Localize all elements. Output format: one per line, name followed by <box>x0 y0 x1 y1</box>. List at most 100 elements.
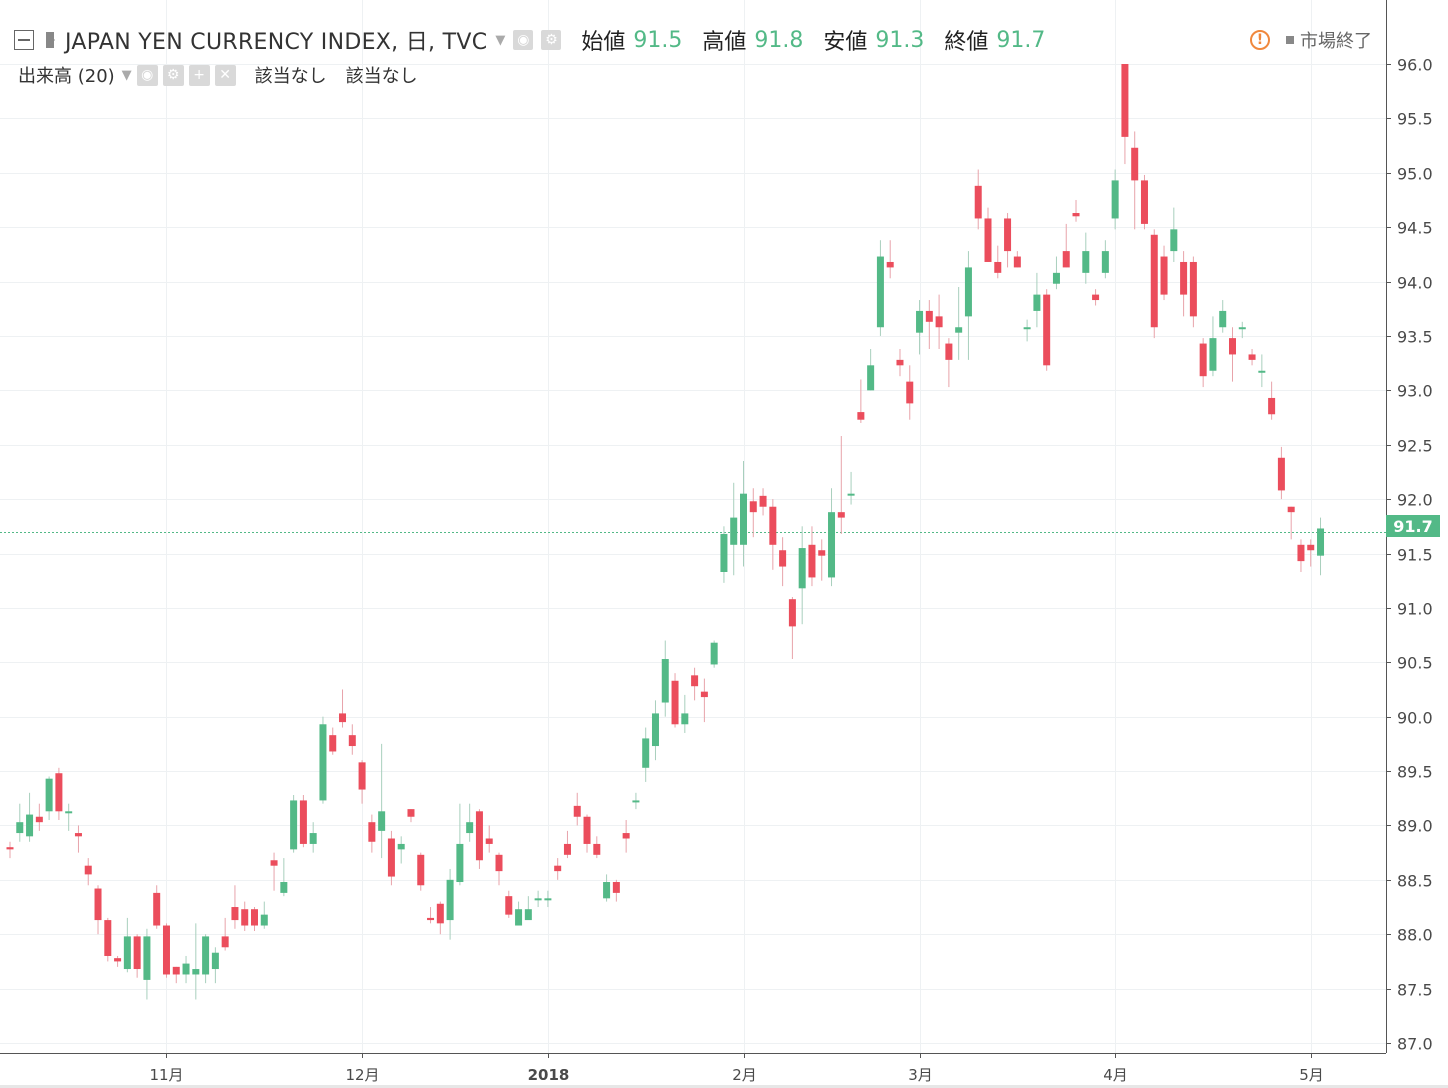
candle[interactable] <box>1238 321 1246 339</box>
candle[interactable] <box>16 803 24 842</box>
volume-label[interactable]: 出来高 (20) <box>18 66 115 87</box>
candle[interactable] <box>358 760 366 804</box>
candle[interactable] <box>994 245 1002 279</box>
candle[interactable] <box>456 803 464 886</box>
candle[interactable] <box>94 885 102 935</box>
warning-icon[interactable]: ! <box>1250 30 1270 50</box>
candle[interactable] <box>1189 256 1197 328</box>
candle[interactable] <box>1092 289 1100 306</box>
candle[interactable] <box>290 794 298 853</box>
candle[interactable] <box>964 251 972 360</box>
candle[interactable] <box>241 901 249 931</box>
candle[interactable] <box>417 852 425 891</box>
candle[interactable] <box>55 767 63 821</box>
candle[interactable] <box>1317 517 1325 576</box>
candle[interactable] <box>671 673 679 728</box>
candle[interactable] <box>1180 251 1188 317</box>
candle[interactable] <box>319 716 327 804</box>
candle[interactable] <box>162 923 170 978</box>
candle[interactable] <box>896 348 904 377</box>
candle[interactable] <box>309 822 317 853</box>
candle[interactable] <box>182 955 190 984</box>
candle[interactable] <box>172 966 180 984</box>
plus-icon[interactable]: + <box>188 64 210 86</box>
candle[interactable] <box>642 727 650 782</box>
symbol-title[interactable]: JAPAN YEN CURRENCY INDEX, 日, TVC <box>65 30 488 55</box>
candle[interactable] <box>475 809 483 869</box>
candle[interactable] <box>1219 300 1227 333</box>
candle[interactable] <box>211 947 219 984</box>
candle[interactable] <box>867 348 875 391</box>
chevron-down-icon[interactable]: ▼ <box>495 32 506 48</box>
chevron-down-icon[interactable]: ▼ <box>121 67 132 83</box>
candle[interactable] <box>1062 223 1070 268</box>
candle[interactable] <box>1229 327 1236 382</box>
candle[interactable] <box>1150 229 1158 339</box>
candle[interactable] <box>974 169 982 230</box>
candle[interactable] <box>192 923 200 1000</box>
candle[interactable] <box>544 890 552 908</box>
candle[interactable] <box>143 928 151 1000</box>
candle[interactable] <box>299 794 307 848</box>
candle[interactable] <box>1072 199 1080 222</box>
candle[interactable] <box>104 917 112 962</box>
candle[interactable] <box>133 934 141 978</box>
candle[interactable] <box>153 885 161 929</box>
candle[interactable] <box>661 640 669 717</box>
candle[interactable] <box>524 896 532 921</box>
candle[interactable] <box>818 539 826 581</box>
candle[interactable] <box>368 814 376 853</box>
candle[interactable] <box>876 240 884 336</box>
candle[interactable] <box>26 792 34 842</box>
candle[interactable] <box>505 890 513 918</box>
candle[interactable] <box>348 724 356 755</box>
candle[interactable] <box>935 294 943 349</box>
candle[interactable] <box>691 667 699 701</box>
candle[interactable] <box>65 803 73 831</box>
candle[interactable] <box>114 955 122 967</box>
candle[interactable] <box>329 727 337 755</box>
candle[interactable] <box>534 890 542 908</box>
candle[interactable] <box>573 792 581 826</box>
candle[interactable] <box>1170 207 1178 262</box>
candle[interactable] <box>700 678 708 723</box>
eye-icon[interactable]: ◉ <box>136 64 158 86</box>
candle[interactable] <box>593 836 601 859</box>
candle[interactable] <box>1082 232 1090 284</box>
candle[interactable] <box>681 694 689 733</box>
candle[interactable] <box>35 803 43 831</box>
candle[interactable] <box>828 488 836 587</box>
candle[interactable] <box>886 240 894 279</box>
candle[interactable] <box>1052 256 1060 290</box>
candle[interactable] <box>436 901 444 935</box>
candle[interactable] <box>1121 64 1129 165</box>
candle[interactable] <box>231 885 239 929</box>
candle[interactable] <box>1287 506 1295 540</box>
candle[interactable] <box>945 338 953 388</box>
candle[interactable] <box>798 526 806 625</box>
candle[interactable] <box>1023 319 1031 342</box>
candle[interactable] <box>906 365 914 420</box>
candle[interactable] <box>622 820 630 853</box>
candle[interactable] <box>603 874 611 902</box>
candle[interactable] <box>769 499 777 570</box>
candle[interactable] <box>407 809 415 823</box>
candle[interactable] <box>1140 174 1148 230</box>
candle[interactable] <box>730 482 738 576</box>
candle[interactable] <box>1268 381 1276 420</box>
candle[interactable] <box>270 852 278 891</box>
collapse-icon[interactable] <box>14 30 34 50</box>
candle[interactable] <box>1111 169 1119 230</box>
candle[interactable] <box>260 901 268 929</box>
candle[interactable] <box>759 488 767 516</box>
candle[interactable] <box>446 868 454 940</box>
candle[interactable] <box>749 488 757 538</box>
candle[interactable] <box>339 689 347 728</box>
candle[interactable] <box>651 700 659 761</box>
candle[interactable] <box>788 597 796 660</box>
candle[interactable] <box>563 830 571 859</box>
candle[interactable] <box>485 825 493 853</box>
candle[interactable] <box>387 830 395 886</box>
candle[interactable] <box>1004 213 1012 268</box>
